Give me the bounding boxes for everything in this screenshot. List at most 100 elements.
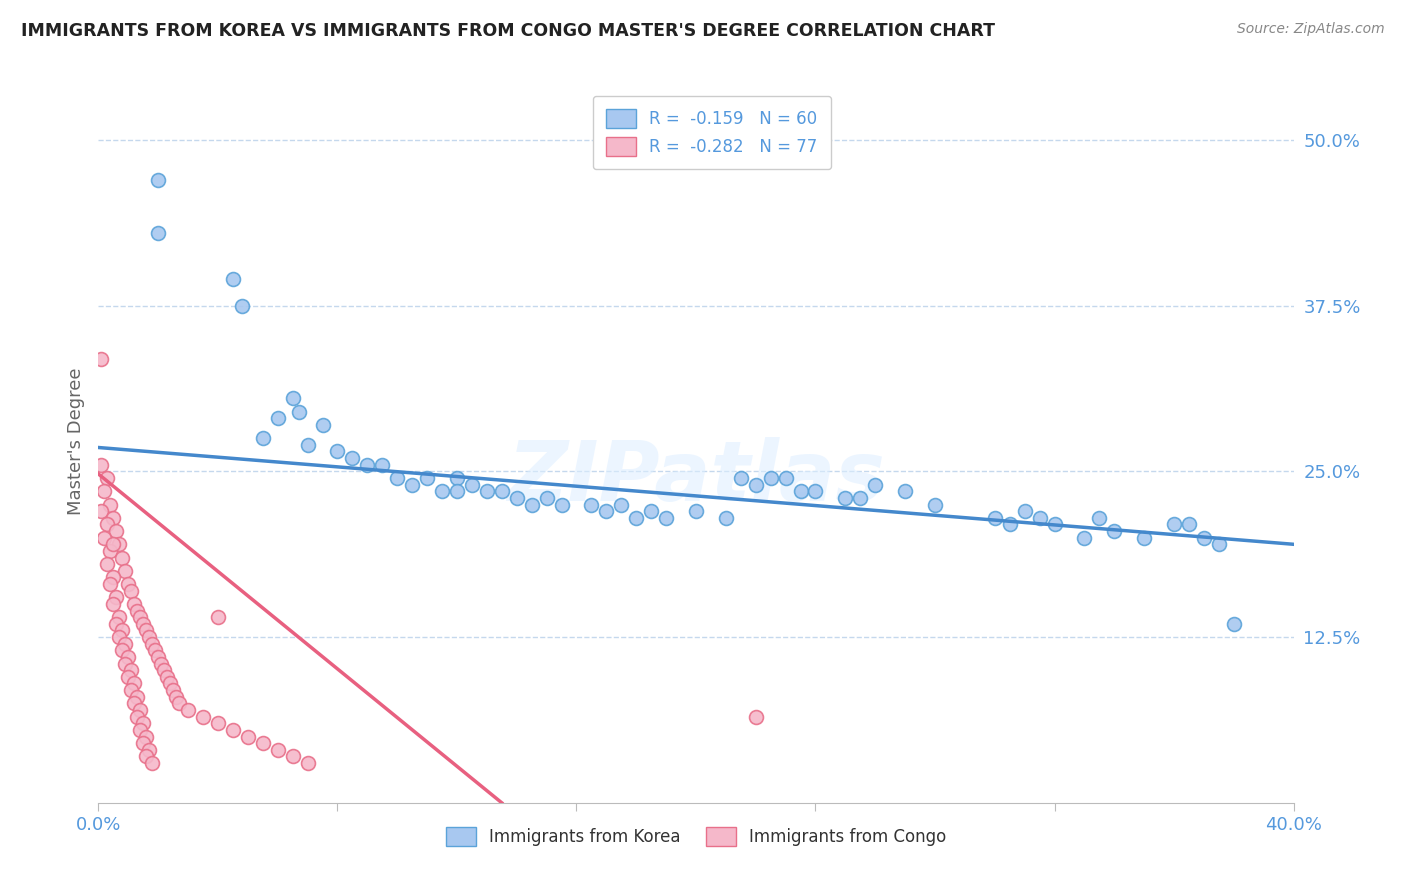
Point — [401, 477, 423, 491]
Point — [281, 392, 304, 406]
Point — [93, 531, 115, 545]
Point — [745, 709, 768, 723]
Point — [326, 444, 349, 458]
Point — [117, 577, 139, 591]
Point — [775, 471, 797, 485]
Point — [162, 683, 184, 698]
Point — [287, 405, 309, 419]
Point — [1133, 531, 1156, 545]
Point — [416, 471, 439, 485]
Point — [371, 458, 394, 472]
Point — [231, 299, 253, 313]
Point — [385, 471, 409, 485]
Point — [581, 498, 603, 512]
Point — [252, 431, 274, 445]
Point — [96, 517, 118, 532]
Point — [129, 723, 152, 737]
Point — [148, 650, 170, 665]
Point — [984, 510, 1007, 524]
Point — [132, 716, 155, 731]
Legend: Immigrants from Korea, Immigrants from Congo: Immigrants from Korea, Immigrants from C… — [433, 814, 959, 860]
Point — [124, 697, 146, 711]
Point — [342, 451, 364, 466]
Point — [98, 544, 122, 558]
Point — [108, 630, 131, 644]
Point — [1223, 616, 1246, 631]
Point — [120, 583, 142, 598]
Point — [141, 756, 163, 770]
Point — [1163, 517, 1185, 532]
Point — [714, 510, 737, 524]
Point — [894, 484, 917, 499]
Point — [103, 597, 125, 611]
Point — [536, 491, 558, 505]
Point — [491, 484, 513, 499]
Point — [93, 484, 115, 499]
Point — [165, 690, 187, 704]
Point — [98, 498, 122, 512]
Point — [730, 471, 752, 485]
Point — [356, 458, 378, 472]
Point — [1028, 510, 1050, 524]
Point — [446, 471, 468, 485]
Point — [1208, 537, 1230, 551]
Point — [148, 226, 170, 240]
Point — [550, 498, 572, 512]
Point — [252, 736, 274, 750]
Point — [685, 504, 707, 518]
Point — [108, 610, 131, 624]
Point — [610, 498, 633, 512]
Text: ZIPatlas: ZIPatlas — [508, 437, 884, 518]
Point — [998, 517, 1021, 532]
Point — [127, 603, 149, 617]
Point — [207, 610, 229, 624]
Point — [1178, 517, 1201, 532]
Point — [114, 637, 136, 651]
Point — [1192, 531, 1215, 545]
Point — [1014, 504, 1036, 518]
Point — [108, 537, 131, 551]
Point — [138, 743, 160, 757]
Point — [506, 491, 529, 505]
Point — [117, 650, 139, 665]
Point — [834, 491, 856, 505]
Point — [1104, 524, 1126, 538]
Point — [267, 743, 290, 757]
Point — [745, 477, 768, 491]
Point — [865, 477, 887, 491]
Point — [111, 643, 134, 657]
Point — [297, 756, 319, 770]
Point — [167, 697, 190, 711]
Point — [105, 524, 128, 538]
Point — [759, 471, 782, 485]
Point — [430, 484, 453, 499]
Point — [297, 438, 319, 452]
Point — [1043, 517, 1066, 532]
Point — [90, 458, 112, 472]
Point — [124, 676, 146, 690]
Point — [1073, 531, 1095, 545]
Point — [153, 663, 176, 677]
Point — [135, 749, 157, 764]
Point — [222, 272, 245, 286]
Point — [129, 610, 152, 624]
Point — [267, 411, 290, 425]
Point — [132, 736, 155, 750]
Point — [236, 730, 259, 744]
Point — [111, 550, 134, 565]
Point — [105, 616, 128, 631]
Point — [90, 351, 112, 366]
Point — [127, 709, 149, 723]
Y-axis label: Master's Degree: Master's Degree — [66, 368, 84, 516]
Point — [191, 709, 214, 723]
Point — [103, 510, 125, 524]
Point — [804, 484, 827, 499]
Point — [311, 417, 333, 432]
Text: IMMIGRANTS FROM KOREA VS IMMIGRANTS FROM CONGO MASTER'S DEGREE CORRELATION CHART: IMMIGRANTS FROM KOREA VS IMMIGRANTS FROM… — [21, 22, 995, 40]
Point — [159, 676, 181, 690]
Point — [98, 577, 122, 591]
Point — [475, 484, 498, 499]
Point — [138, 630, 160, 644]
Point — [207, 716, 229, 731]
Point — [129, 703, 152, 717]
